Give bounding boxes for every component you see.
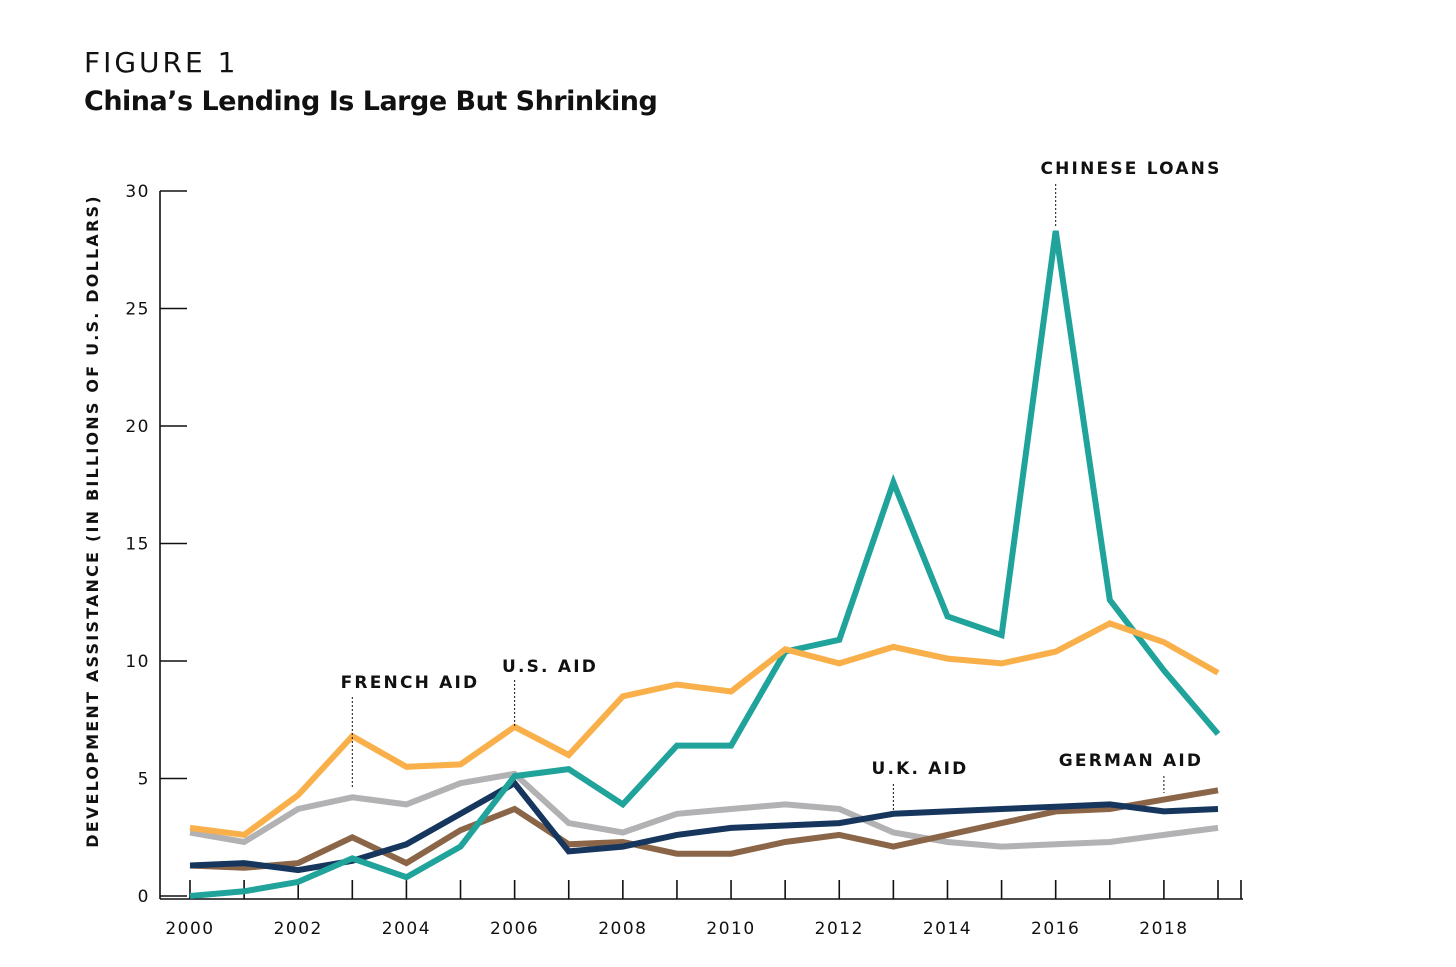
- y-tick-label: 10: [125, 652, 150, 672]
- x-tick-label: 2016: [1031, 919, 1080, 939]
- annotation-label-german-aid: GERMAN AID: [1059, 751, 1203, 771]
- chart-annotations: FRENCH AID U.S. AID U.K. AID GERMAN AID CHIN…: [341, 159, 1221, 812]
- series-line-us-aid: [189, 620, 1220, 839]
- chart-series: [189, 230, 1221, 899]
- x-tick-label: 2010: [706, 919, 755, 939]
- x-tick-label: 2000: [165, 919, 214, 939]
- annotation-label-french-aid: FRENCH AID: [341, 673, 480, 693]
- x-tick-label: 2006: [490, 919, 539, 939]
- y-tick-label: 15: [125, 535, 150, 555]
- x-tick-label: 2008: [598, 919, 647, 939]
- y-axis-label: DEVELOPMENT ASSISTANCE (IN BILLIONS OF U…: [83, 194, 102, 847]
- y-tick-label: 0: [138, 887, 150, 907]
- x-tick-label: 2002: [274, 919, 323, 939]
- y-tick-label: 20: [125, 417, 150, 437]
- x-tick-label: 2004: [382, 919, 431, 939]
- x-tick-label: 2014: [923, 919, 972, 939]
- series-line-french-aid: [189, 770, 1219, 850]
- x-tick-label: 2018: [1139, 919, 1188, 939]
- series-line-uk-aid: [189, 779, 1219, 874]
- annotation-label-uk-aid: U.K. AID: [871, 759, 968, 779]
- x-tick-label: 2012: [815, 919, 864, 939]
- figure-title: China’s Lending Is Large But Shrinking: [84, 86, 658, 117]
- series-line-chinese-loans: [189, 230, 1221, 899]
- y-tick-label: 5: [138, 770, 150, 790]
- figure-number: FIGURE 1: [84, 46, 239, 79]
- y-tick-label: 30: [125, 182, 150, 202]
- series-line-german-aid: [189, 787, 1219, 871]
- chart-axes: 0 5 10 15 20 25 30 2000 2002 2004 2006 2008 2010 2012…: [125, 182, 1243, 939]
- y-tick-label: 25: [125, 300, 150, 320]
- annotation-label-chinese-loans: CHINESE LOANS: [1040, 159, 1221, 179]
- annotation-label-us-aid: U.S. AID: [502, 657, 598, 677]
